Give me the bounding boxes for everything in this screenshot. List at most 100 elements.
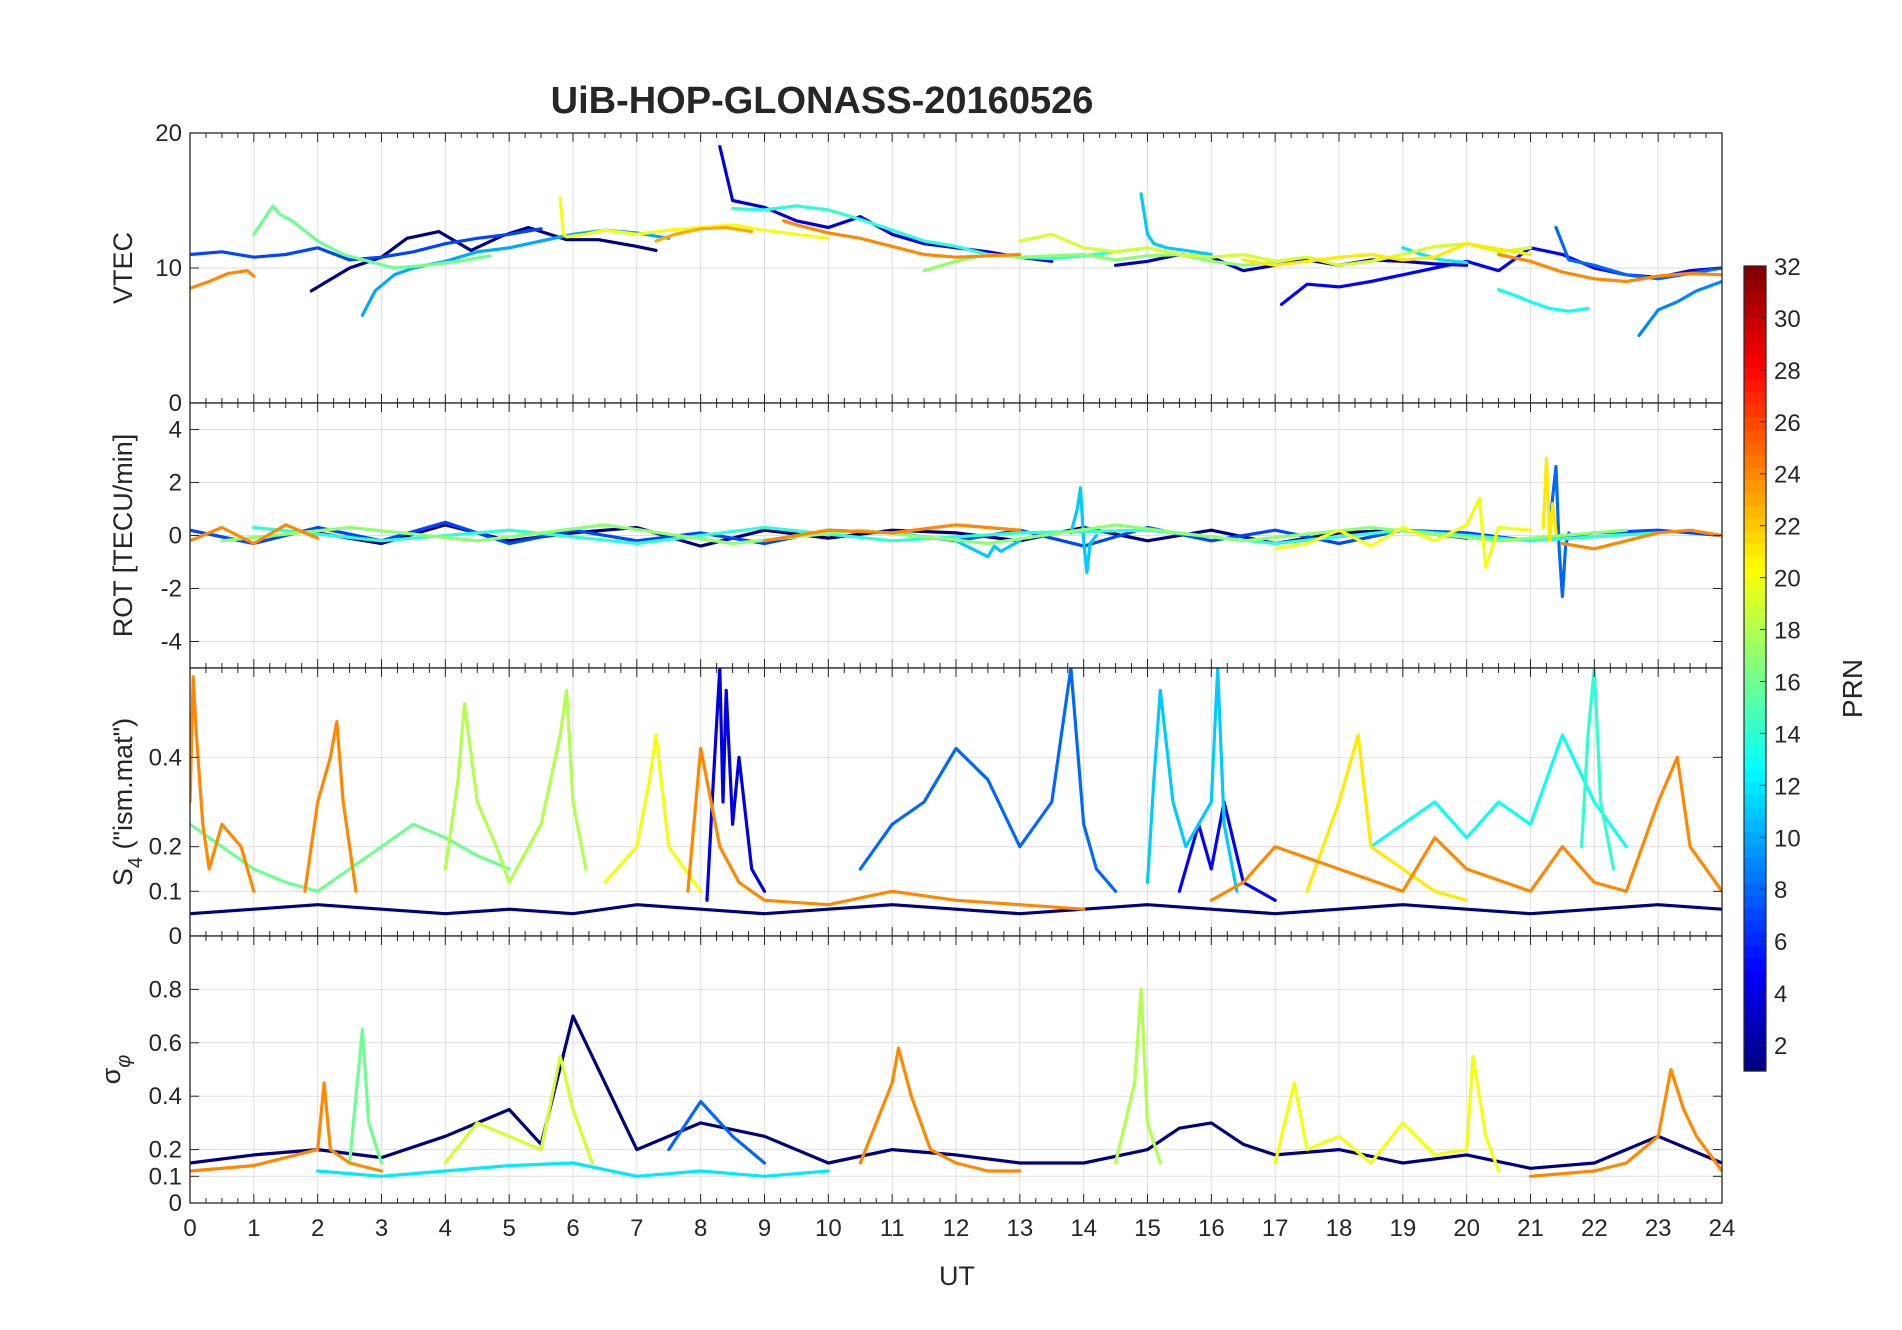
colorbar-segment <box>1744 995 1766 1009</box>
y-axis-s4: 0 0.1 0.2 0.4 <box>149 744 1722 950</box>
series-line-prn-24 <box>781 219 1022 259</box>
colorbar-segment <box>1744 266 1766 280</box>
axes-frame <box>189 935 1723 1204</box>
colorbar-segment <box>1744 806 1766 821</box>
y-axis-sigma: 00.10.2 0.4 0.6 0.8 <box>149 976 1722 1217</box>
colorbar-tick-label: 30 <box>1774 306 1801 333</box>
series-line-prn-12 <box>316 1161 830 1178</box>
colorbar-segment <box>1744 920 1766 934</box>
colorbar-segment <box>1744 718 1766 732</box>
x-axis-label: UT <box>939 1261 975 1291</box>
series-line-prn-19 <box>443 1054 594 1165</box>
colorbar-segment <box>1744 379 1766 393</box>
colorbar-segment <box>1744 907 1766 921</box>
y-tick-label: 0.4 <box>149 744 182 771</box>
colorbar-segment <box>1744 542 1766 556</box>
colorbar-segment <box>1744 681 1766 695</box>
series-line-prn-11 <box>1139 192 1213 257</box>
x-tick-label: 3 <box>375 1215 388 1242</box>
colorbar-segment <box>1744 1058 1766 1072</box>
series-line-prn-24 <box>190 523 320 546</box>
colorbar-tick-label: 20 <box>1774 566 1801 593</box>
series-line-prn-24 <box>1209 755 1722 902</box>
x-tick-label: 5 <box>502 1215 515 1242</box>
x-tick-label: 1 <box>247 1215 260 1242</box>
colorbar-segment <box>1744 416 1766 431</box>
series-line-prn-8 <box>1548 465 1571 599</box>
chart-title: UiB-HOP-GLONASS-20160526 <box>551 80 1094 122</box>
colorbar-segment <box>1744 882 1766 896</box>
x-tick-label: 6 <box>566 1215 579 1242</box>
y-tick-label: 20 <box>155 120 182 147</box>
colorbar-segment <box>1744 479 1766 494</box>
colorbar-segment <box>1744 328 1766 343</box>
x-tick-label: 22 <box>1581 1215 1608 1242</box>
colorbar-segment <box>1744 743 1766 758</box>
colorbar-segment <box>1744 291 1766 305</box>
y-axis-label: ROT [TECU/min] <box>108 434 138 638</box>
series-line-prn-24 <box>1528 1067 1722 1178</box>
panel-sigma: 00.10.2 0.4 0.6 0.8 σφ <box>96 935 1723 1217</box>
x-tick-label: 23 <box>1645 1215 1672 1242</box>
series-group <box>190 457 1722 599</box>
series-line-prn-18 <box>443 688 588 885</box>
series-line-prn-14 <box>1579 668 1616 871</box>
x-tick-label: 13 <box>1006 1215 1033 1242</box>
x-tick-label: 21 <box>1517 1215 1544 1242</box>
y-axis-label: VTEC <box>108 232 138 304</box>
series-line-prn-20 <box>1273 1054 1501 1173</box>
y-tick-label: 0.8 <box>149 976 182 1003</box>
colorbar-segment <box>1744 341 1766 355</box>
colorbar-segment <box>1744 1045 1766 1060</box>
colorbar-segment <box>1744 894 1766 909</box>
colorbar-segment <box>1744 517 1766 531</box>
colorbar-tick-label: 28 <box>1774 358 1801 385</box>
colorbar-segment <box>1744 429 1766 443</box>
x-tick-label: 16 <box>1198 1215 1225 1242</box>
series-line-prn-24 <box>1496 252 1722 284</box>
series-line-prn-16 <box>190 822 511 893</box>
x-tick-label: 15 <box>1134 1215 1161 1242</box>
y-tick-label: 0 <box>169 1190 182 1217</box>
minor-ticks <box>189 403 1723 668</box>
y-tick-label: 0 <box>169 390 182 417</box>
colorbar-segment <box>1744 467 1766 481</box>
series-line-prn-8 <box>858 668 1118 893</box>
series-group <box>190 668 1722 916</box>
colorbar-segment <box>1744 794 1766 808</box>
colorbar-segment <box>1744 706 1766 720</box>
x-tick-label: 24 <box>1709 1215 1736 1242</box>
colorbar-segment <box>1744 869 1766 883</box>
series-line-prn-16 <box>252 204 492 270</box>
y-tick-label: 10 <box>155 255 182 282</box>
series-line-prn-20 <box>603 733 703 893</box>
y-axis-label: S4 ("ism.mat") <box>108 718 147 886</box>
x-tick-label: 8 <box>694 1215 707 1242</box>
colorbar-segment <box>1744 630 1766 644</box>
colorbar-segment <box>1744 1033 1766 1047</box>
colorbar-segment <box>1744 391 1766 405</box>
colorbar-segment <box>1744 769 1766 783</box>
x-tick-label: 14 <box>1070 1215 1097 1242</box>
x-tick-label: 20 <box>1453 1215 1480 1242</box>
colorbar-segment <box>1744 404 1766 418</box>
colorbar-segment <box>1744 957 1766 971</box>
x-tick-label: 2 <box>311 1215 324 1242</box>
series-line-prn-24 <box>686 746 1086 911</box>
colorbar-segment <box>1744 605 1766 619</box>
colorbar-segment <box>1744 756 1766 770</box>
y-tick-label: 2 <box>169 470 182 497</box>
series-line-prn-19 <box>1018 232 1533 267</box>
y-tick-label: 0 <box>169 523 182 550</box>
series-line-prn-24 <box>190 675 256 893</box>
colorbar-segment <box>1744 593 1766 607</box>
colorbar-segment <box>1744 618 1766 632</box>
series-line-prn-24 <box>190 1081 384 1173</box>
y-tick-label: 0.2 <box>149 834 182 861</box>
x-tick-label: 7 <box>630 1215 643 1242</box>
y-tick-label: 0 <box>169 923 182 950</box>
colorbar-segment <box>1744 492 1766 506</box>
